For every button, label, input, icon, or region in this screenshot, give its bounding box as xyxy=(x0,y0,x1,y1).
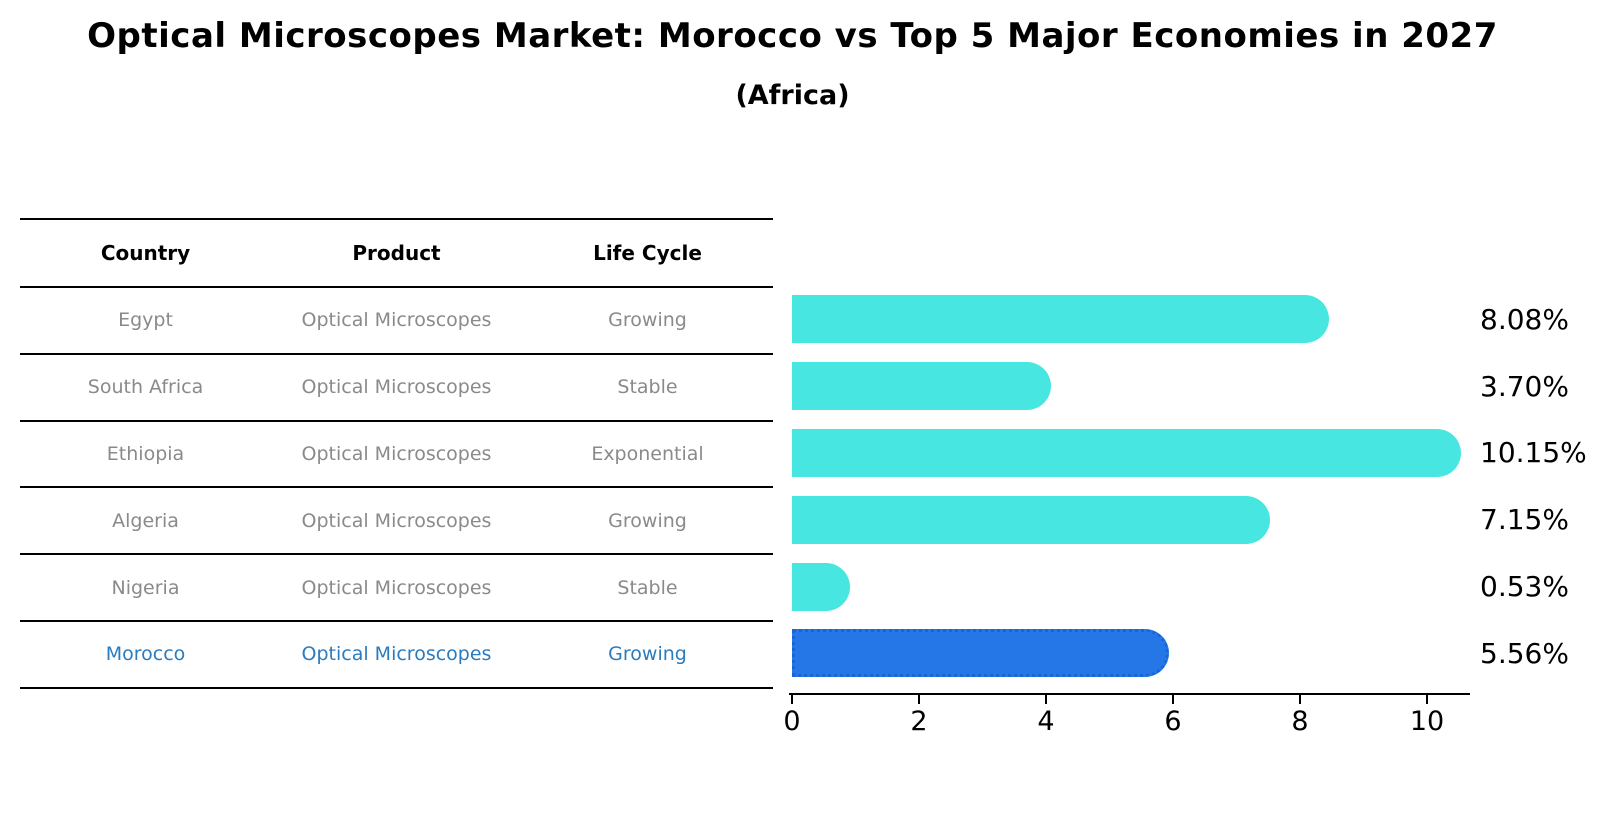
bar-ethiopia xyxy=(792,428,1461,477)
tick-mark xyxy=(1299,695,1301,704)
bar-row xyxy=(792,620,1482,687)
cell-country: Algeria xyxy=(112,509,179,532)
bar-row xyxy=(792,486,1482,553)
cell-country: Ethiopia xyxy=(106,442,185,465)
cell-product: Optical Microscopes xyxy=(301,643,492,666)
tick-label: 0 xyxy=(783,706,801,737)
value-label-south-africa: 3.70% xyxy=(1480,369,1569,403)
tick-mark xyxy=(918,695,920,704)
table-row-south-africa: South Africa Optical Microscopes Stable xyxy=(20,355,773,422)
table-row-morocco: Morocco Optical Microscopes Growing xyxy=(20,622,773,689)
cell-life-cycle: Growing xyxy=(608,309,687,332)
cell-product: Optical Microscopes xyxy=(301,376,492,399)
column-header-product: Product xyxy=(352,241,441,265)
cell-country: Egypt xyxy=(118,309,173,332)
chart-subtitle: (Africa) xyxy=(735,80,850,111)
bar-row xyxy=(792,286,1482,353)
bar-south-africa xyxy=(792,362,1051,411)
table-header-row: Country Product Life Cycle xyxy=(20,220,773,288)
value-label-nigeria: 0.53% xyxy=(1480,570,1569,604)
value-label-egypt: 8.08% xyxy=(1480,302,1569,336)
tick-label: 2 xyxy=(910,706,928,737)
table-row-algeria: Algeria Optical Microscopes Growing xyxy=(20,488,773,556)
bar-row xyxy=(792,420,1482,487)
table-row-egypt: Egypt Optical Microscopes Growing xyxy=(20,288,773,355)
cell-product: Optical Microscopes xyxy=(301,576,492,599)
tick-mark xyxy=(1172,695,1174,704)
cell-country: Nigeria xyxy=(111,576,180,599)
country-table: Country Product Life Cycle Egypt Optical… xyxy=(20,218,773,689)
cell-country: South Africa xyxy=(87,376,204,399)
cell-life-cycle: Growing xyxy=(608,643,687,666)
tick-label: 4 xyxy=(1037,706,1055,737)
cell-life-cycle: Exponential xyxy=(591,442,704,465)
cell-country: Morocco xyxy=(105,643,186,666)
tick-label: 8 xyxy=(1291,706,1309,737)
bar-nigeria xyxy=(792,562,850,611)
cell-product: Optical Microscopes xyxy=(301,442,492,465)
column-header-life-cycle: Life Cycle xyxy=(593,241,702,265)
value-label-algeria: 7.15% xyxy=(1480,503,1569,537)
x-axis-ticks: 0 2 4 6 8 10 xyxy=(783,695,1470,745)
chart-title: Optical Microscopes Market: Morocco vs T… xyxy=(87,16,1498,56)
cell-life-cycle: Growing xyxy=(608,509,687,532)
table-row-nigeria: Nigeria Optical Microscopes Stable xyxy=(20,555,773,622)
table-row-ethiopia: Ethiopia Optical Microscopes Exponential xyxy=(20,422,773,489)
tick-mark xyxy=(1045,695,1047,704)
value-label-morocco: 5.56% xyxy=(1480,636,1569,670)
bar-row xyxy=(792,353,1482,420)
x-axis-line xyxy=(789,693,1470,695)
value-label-ethiopia: 10.15% xyxy=(1480,436,1587,470)
cell-product: Optical Microscopes xyxy=(301,509,492,532)
tick-label: 10 xyxy=(1409,706,1445,737)
column-header-country: Country xyxy=(100,241,191,265)
bar-egypt xyxy=(792,295,1330,344)
cell-life-cycle: Stable xyxy=(617,376,678,399)
bar-row xyxy=(792,553,1482,620)
tick-label: 6 xyxy=(1164,706,1182,737)
bar-algeria xyxy=(792,495,1271,544)
bar-morocco xyxy=(792,629,1170,678)
cell-life-cycle: Stable xyxy=(617,576,678,599)
tick-mark xyxy=(1426,695,1428,704)
cell-product: Optical Microscopes xyxy=(301,309,492,332)
bar-chart xyxy=(792,286,1482,687)
tick-mark xyxy=(791,695,793,704)
value-labels: 8.08% 3.70% 10.15% 7.15% 0.53% 5.56% xyxy=(1480,286,1610,687)
